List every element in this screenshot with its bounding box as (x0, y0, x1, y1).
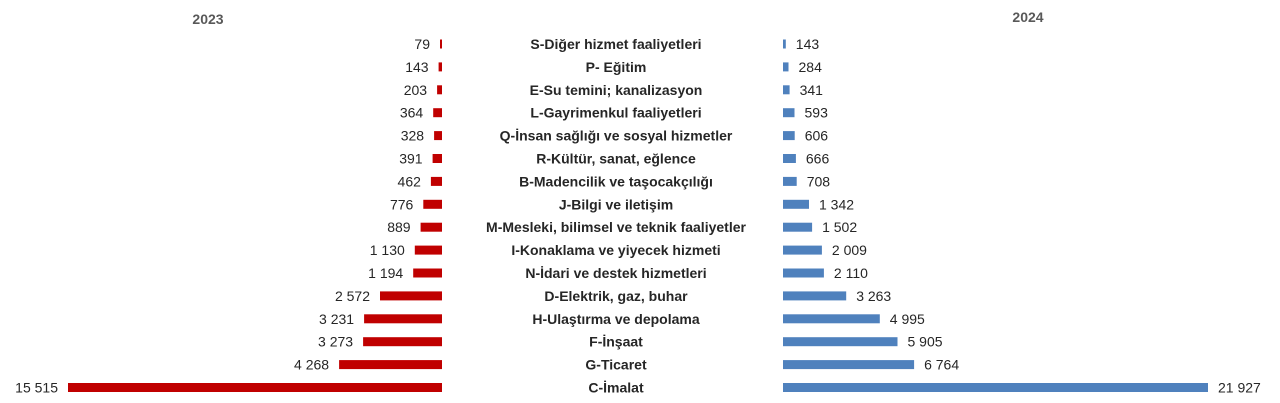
category-label: G-Ticaret (585, 357, 647, 373)
value-label-2024: 2 009 (832, 242, 867, 258)
year-label-2024: 2024 (1012, 9, 1043, 25)
bar-2024 (783, 85, 790, 95)
bar-2024 (783, 176, 797, 186)
bar-2023 (438, 62, 442, 72)
value-label-2024: 21 927 (1218, 380, 1261, 396)
bar-2024 (783, 314, 880, 324)
year-label-2023: 2023 (192, 11, 223, 27)
value-label-2023: 143 (405, 59, 429, 75)
value-label-2023: 4 268 (294, 357, 329, 373)
category-label: L-Gayrimenkul faaliyetleri (530, 105, 701, 121)
value-label-2024: 2 110 (834, 265, 868, 281)
bar-2024 (783, 291, 847, 301)
value-label-2023: 1 130 (370, 242, 405, 258)
value-label-2023: 364 (400, 105, 424, 121)
value-label-2024: 1 502 (822, 219, 857, 235)
value-label-2024: 1 342 (819, 196, 854, 212)
value-label-2023: 889 (387, 219, 411, 235)
category-label: F-İnşaat (589, 334, 643, 350)
category-label: P- Eğitim (586, 59, 647, 75)
value-label-2023: 776 (390, 196, 414, 212)
value-label-2023: 15 515 (15, 380, 58, 396)
bar-2023 (414, 245, 442, 255)
bar-2024 (783, 245, 822, 255)
category-label: R-Kültür, sanat, eğlence (536, 151, 696, 167)
value-label-2024: 708 (807, 173, 831, 189)
value-label-2023: 328 (401, 128, 425, 144)
value-label-2023: 79 (414, 36, 430, 52)
bar-2024 (783, 383, 1208, 392)
value-label-2024: 593 (805, 105, 829, 121)
bar-2024 (783, 154, 796, 163)
value-label-2024: 143 (796, 36, 820, 52)
bar-2024 (783, 222, 813, 232)
bar-2023 (440, 39, 442, 49)
bar-2023 (363, 337, 442, 347)
value-label-2023: 462 (398, 173, 422, 189)
category-label: I-Konaklama ve yiyecek hizmeti (511, 242, 720, 258)
bar-2023 (413, 268, 442, 278)
bar-2023 (423, 199, 442, 209)
bar-2023 (434, 131, 442, 141)
chart-rows: 79 S-Diğer hizmet faaliyetleri 143 143 P- Eğ… (15, 36, 1261, 396)
value-label-2024: 284 (799, 59, 823, 75)
value-label-2023: 3 231 (319, 311, 354, 327)
value-label-2024: 5 905 (908, 334, 943, 350)
category-label: D-Elektrik, gaz, buhar (544, 288, 688, 304)
category-label: J-Bilgi ve iletişim (559, 196, 673, 212)
value-label-2024: 6 764 (924, 357, 959, 373)
bar-2023 (430, 176, 442, 186)
category-label: E-Su temini; kanalizasyon (530, 82, 703, 98)
bar-2024 (783, 39, 786, 49)
value-label-2024: 606 (805, 128, 829, 144)
value-label-2024: 666 (806, 151, 830, 167)
bar-2024 (783, 199, 809, 209)
value-label-2023: 2 572 (335, 288, 370, 304)
category-label: N-İdari ve destek hizmetleri (525, 265, 706, 281)
category-label: S-Diğer hizmet faaliyetleri (530, 36, 701, 52)
value-label-2023: 3 273 (318, 334, 353, 350)
bar-2024 (783, 108, 795, 118)
bar-2024 (783, 360, 915, 370)
category-label: B-Madencilik ve taşocakçılığı (519, 173, 713, 189)
bar-2023 (433, 108, 442, 118)
bar-2023 (364, 314, 442, 324)
category-label: Q-İnsan sağlığı ve sosyal hizmetler (500, 128, 733, 144)
value-label-2023: 391 (399, 151, 423, 167)
category-label: M-Mesleki, bilimsel ve teknik faaliyetle… (486, 219, 746, 235)
value-label-2024: 3 263 (856, 288, 891, 304)
value-label-2023: 1 194 (368, 265, 403, 281)
bar-2023 (68, 383, 442, 392)
bar-2023 (437, 85, 442, 95)
bar-2024 (783, 131, 795, 141)
value-label-2024: 4 995 (890, 311, 925, 327)
bar-2023 (420, 222, 442, 232)
bar-2024 (783, 337, 898, 347)
bar-2023 (380, 291, 442, 301)
bar-2023 (432, 154, 442, 163)
category-label: C-İmalat (588, 380, 644, 396)
value-label-2024: 341 (800, 82, 824, 98)
bar-2024 (783, 62, 789, 72)
bar-2023 (339, 360, 442, 370)
value-label-2023: 203 (404, 82, 428, 98)
category-label: H-Ulaştırma ve depolama (532, 311, 699, 327)
bar-2024 (783, 268, 824, 278)
